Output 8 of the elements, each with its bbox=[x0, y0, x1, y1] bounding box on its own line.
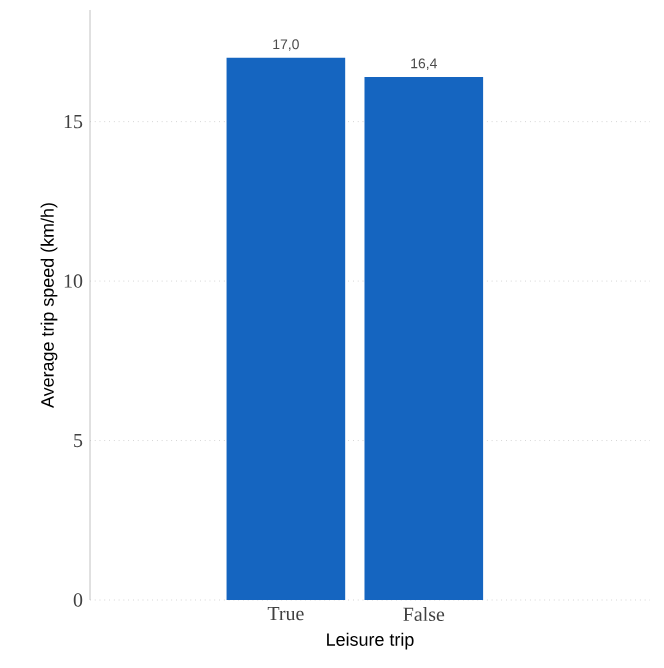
x-tick-label: False bbox=[403, 607, 445, 622]
y-tick-label: 5 bbox=[74, 433, 83, 448]
y-tick-label: 15 bbox=[64, 114, 83, 129]
y-axis-title: Average trip speed (km/h) bbox=[40, 203, 58, 408]
x-tick-label: True bbox=[267, 607, 304, 621]
x-axis-title: Leisure trip bbox=[327, 632, 414, 650]
y-tick-label: 10 bbox=[64, 274, 83, 288]
y-tick-label: 0 bbox=[73, 593, 83, 607]
